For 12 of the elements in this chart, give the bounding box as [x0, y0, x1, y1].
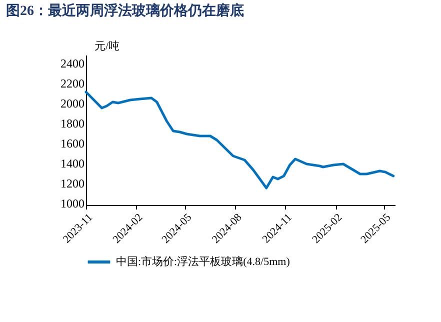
chart-title: 图26：最近两周浮法玻璃价格仍在磨底 [6, 2, 244, 19]
y-tick-label: 1800 [60, 116, 84, 130]
line-series [84, 90, 395, 190]
y-tick-label: 2000 [60, 96, 84, 110]
y-tick-label: 2400 [60, 56, 84, 70]
y-tick-label: 1400 [60, 156, 84, 170]
y-tick-label: 2200 [60, 76, 84, 90]
y-tick-label: 1600 [60, 136, 84, 150]
y-axis-title: 元/吨 [94, 40, 120, 52]
y-tick-label: 1200 [60, 176, 84, 190]
legend-label: 中国:市场价:浮法平板玻璃(4.8/5mm) [116, 255, 290, 268]
y-tick-label: 1000 [60, 196, 84, 210]
